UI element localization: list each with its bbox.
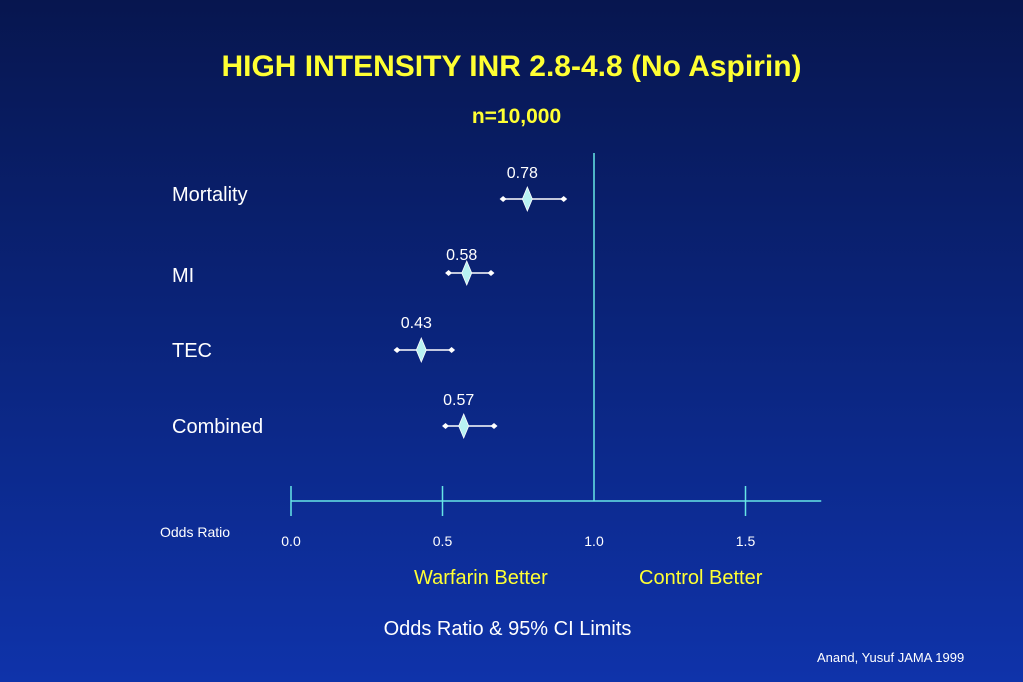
ci-endpoint: [393, 347, 401, 353]
ci-endpoint: [448, 347, 456, 353]
x-tick-label: 0.5: [433, 533, 453, 549]
chart-title: HIGH INTENSITY INR 2.8-4.8 (No Aspirin): [221, 50, 802, 83]
point-estimate-diamond: [521, 185, 533, 213]
ci-endpoint: [445, 270, 453, 276]
x-axis-label: Odds Ratio & 95% CI Limits: [383, 618, 632, 640]
ci-endpoint: [490, 423, 498, 429]
point-estimate-label: 0.78: [507, 165, 538, 182]
point-estimate-diamond: [415, 336, 427, 364]
control-better-note: Control Better: [639, 567, 763, 589]
axis-name: Odds Ratio: [160, 524, 231, 540]
x-tick-label: 0.0: [281, 533, 301, 549]
citation: Anand, Yusuf JAMA 1999: [817, 650, 965, 665]
x-tick-label: 1.5: [736, 533, 756, 549]
x-tick-label: 1.0: [584, 533, 604, 549]
ci-endpoint: [499, 196, 507, 202]
row-label-combined: Combined: [172, 416, 264, 438]
row-label-mi: MI: [172, 265, 195, 287]
warfarin-better-note: Warfarin Better: [414, 567, 548, 589]
row-label-mortality: Mortality: [172, 184, 248, 206]
ci-endpoint: [487, 270, 495, 276]
chart-subtitle: n=10,000: [471, 105, 562, 128]
point-estimate-label: 0.43: [401, 315, 432, 332]
ci-endpoint: [560, 196, 568, 202]
ci-endpoint: [442, 423, 450, 429]
point-estimate-label: 0.57: [443, 392, 474, 409]
row-label-tec: TEC: [172, 340, 212, 362]
point-estimate-diamond: [461, 259, 473, 287]
point-estimate-label: 0.58: [446, 247, 477, 264]
point-estimate-diamond: [458, 412, 470, 440]
